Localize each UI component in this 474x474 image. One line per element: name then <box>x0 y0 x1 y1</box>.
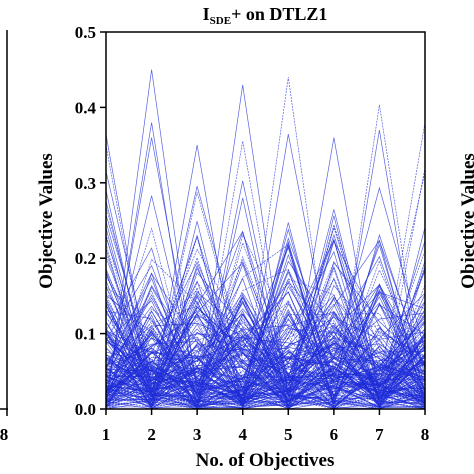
x-tick-label: 1 <box>102 425 111 444</box>
solution-line <box>105 291 426 409</box>
solution-line <box>105 215 426 408</box>
x-tick-label: 5 <box>284 425 293 444</box>
x-axis: 1 2 3 4 5 6 7 8 <box>102 409 430 444</box>
solution-line <box>105 297 426 407</box>
solution-line <box>105 222 426 407</box>
solution-line <box>105 268 426 405</box>
solution-line <box>105 292 426 408</box>
right-panel-partial: Objective Values <box>458 153 474 289</box>
left-panel-partial: 8 <box>0 30 8 444</box>
solution-line <box>105 104 426 409</box>
solution-line <box>105 278 426 409</box>
solution-line <box>105 284 426 393</box>
chart-title: ISDE+ on DTLZ1 <box>203 4 328 27</box>
solution-line <box>105 248 426 397</box>
solution-line <box>105 236 426 409</box>
solution-line <box>105 294 426 402</box>
solution-line <box>105 310 426 408</box>
left-panel-x-tick: 8 <box>0 425 8 444</box>
solution-line <box>105 328 426 398</box>
solution-line <box>105 137 426 408</box>
solution-line <box>105 259 426 404</box>
plot-frame <box>105 31 426 410</box>
solution-line <box>105 214 426 409</box>
title-suffix: + on DTLZ1 <box>231 4 327 24</box>
solution-line <box>105 180 426 409</box>
y-tick-label: 0.4 <box>75 98 97 117</box>
y-tick-label: 0.2 <box>75 249 96 268</box>
solution-line <box>105 259 426 406</box>
solution-line <box>105 285 426 404</box>
solution-line <box>105 221 426 409</box>
title-prefix: I <box>203 4 210 24</box>
solution-line <box>105 310 426 397</box>
x-tick-label: 7 <box>375 425 384 444</box>
solution-line <box>105 248 426 409</box>
y-tick-label: 0.5 <box>75 23 96 42</box>
x-axis-title: No. of Objectives <box>196 450 335 471</box>
solution-lines <box>105 69 426 410</box>
solution-line <box>105 238 426 405</box>
x-tick-label: 2 <box>147 425 156 444</box>
right-panel-y-title: Objective Values <box>458 153 474 289</box>
solution-line <box>105 312 426 399</box>
solution-line <box>105 141 426 407</box>
main-panel: ISDE+ on DTLZ1 0.0 0.1 0.2 0.3 0.4 0.5 1 2 3 4 5 6… <box>36 4 429 471</box>
solution-line <box>105 260 426 406</box>
y-tick-label: 0.1 <box>75 325 96 344</box>
x-tick-label: 3 <box>193 425 202 444</box>
solution-line <box>105 291 426 406</box>
y-tick-label: 0.0 <box>75 400 96 419</box>
title-subscript: SDE <box>210 15 231 27</box>
solution-line <box>105 298 426 405</box>
solution-line <box>105 280 426 407</box>
y-axis-title: Objective Values <box>36 153 57 289</box>
solution-line <box>105 195 426 399</box>
y-tick-label: 0.3 <box>75 174 96 193</box>
y-axis: 0.0 0.1 0.2 0.3 0.4 0.5 <box>75 23 106 419</box>
solution-line <box>105 294 426 405</box>
x-tick-label: 8 <box>421 425 430 444</box>
x-tick-label: 4 <box>238 425 247 444</box>
solution-line <box>105 309 426 408</box>
x-tick-label: 6 <box>330 425 339 444</box>
solution-line <box>105 296 426 410</box>
